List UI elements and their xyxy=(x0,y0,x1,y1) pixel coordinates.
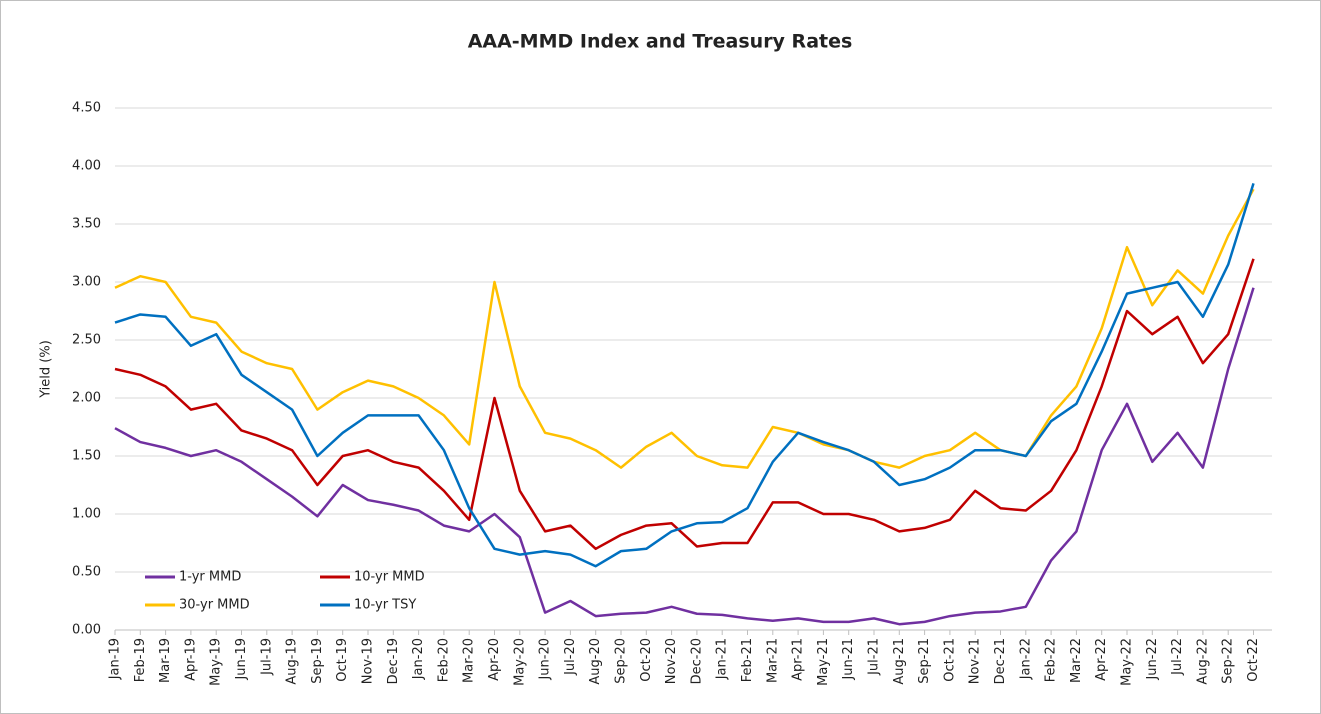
y-tick-label: 3.00 xyxy=(72,275,101,290)
x-tick-label: Jun-20 xyxy=(538,638,553,681)
y-tick-label: 0.50 xyxy=(72,565,101,580)
series-line xyxy=(114,258,1255,551)
y-tick-label: 2.50 xyxy=(72,333,101,348)
y-tick-label: 1.50 xyxy=(72,449,101,464)
x-tick-label: Feb-20 xyxy=(436,638,451,682)
x-tick-label: Nov-20 xyxy=(664,638,679,684)
legend-label: 10-yr TSY xyxy=(354,598,416,613)
x-tick-label: Oct-22 xyxy=(1246,638,1261,682)
x-tick-label: Aug-21 xyxy=(892,638,907,685)
x-tick-label: Jan-20 xyxy=(411,638,426,680)
x-tick-label: Jan-19 xyxy=(108,638,123,680)
legend-label: 30-yr MMD xyxy=(179,598,250,613)
x-tick-label: Nov-19 xyxy=(361,638,376,684)
x-tick-label: Mar-21 xyxy=(765,638,780,683)
x-tick-label: Sep-19 xyxy=(310,638,325,684)
x-tick-label: Oct-19 xyxy=(335,638,350,682)
x-tick-label: Sep-21 xyxy=(917,638,932,684)
x-tick-label: May-20 xyxy=(512,638,527,686)
x-tick-label: Dec-19 xyxy=(386,638,401,684)
chart-title: AAA-MMD Index and Treasury Rates xyxy=(468,31,853,53)
x-tick-label: Feb-22 xyxy=(1044,638,1059,682)
x-tick-label: Jan-22 xyxy=(1018,638,1033,680)
y-tick-label: 3.50 xyxy=(72,217,101,232)
x-tick-label: Sep-20 xyxy=(614,638,629,684)
x-tick-label: Nov-21 xyxy=(968,638,983,684)
y-tick-label: 0.00 xyxy=(72,623,101,638)
x-tick-label: Apr-22 xyxy=(1094,638,1109,681)
x-tick-label: Oct-20 xyxy=(639,638,654,682)
x-tick-label: Mar-22 xyxy=(1069,638,1084,683)
series-line xyxy=(114,183,1255,568)
x-tick-label: Apr-21 xyxy=(791,638,806,681)
x-tick-label: Jun-21 xyxy=(841,638,856,681)
series-line xyxy=(114,188,1255,469)
x-tick-label: Feb-19 xyxy=(133,638,148,682)
x-tick-label: May-19 xyxy=(209,638,224,686)
x-tick-label: May-22 xyxy=(1120,638,1135,686)
x-tick-label: Dec-20 xyxy=(689,638,704,684)
y-axis-label: Yield (%) xyxy=(39,340,54,399)
x-tick-label: Aug-22 xyxy=(1195,638,1210,685)
x-tick-label: Sep-22 xyxy=(1221,638,1236,684)
x-tick-label: Jul-20 xyxy=(563,638,578,676)
x-tick-label: Feb-21 xyxy=(740,638,755,682)
series-line xyxy=(114,287,1255,626)
x-tick-label: May-21 xyxy=(816,638,831,686)
legend-label: 1-yr MMD xyxy=(179,570,241,585)
x-tick-label: Jul-22 xyxy=(1170,638,1185,676)
x-tick-label: Jul-19 xyxy=(259,638,274,676)
y-tick-label: 2.00 xyxy=(72,391,101,406)
y-tick-label: 1.00 xyxy=(72,507,101,522)
x-tick-label: Apr-19 xyxy=(183,638,198,681)
y-tick-label: 4.00 xyxy=(72,159,101,174)
x-tick-label: Aug-19 xyxy=(285,638,300,685)
x-tick-label: Jun-19 xyxy=(234,638,249,681)
x-tick-label: Apr-20 xyxy=(487,638,502,681)
x-tick-label: Jul-21 xyxy=(867,638,882,676)
x-tick-label: Dec-21 xyxy=(993,638,1008,684)
y-tick-label: 4.50 xyxy=(72,101,101,116)
x-tick-label: Jun-22 xyxy=(1145,638,1160,681)
legend-label: 10-yr MMD xyxy=(354,570,425,585)
x-tick-label: Oct-21 xyxy=(942,638,957,682)
x-tick-label: Aug-20 xyxy=(588,638,603,685)
x-tick-label: Mar-19 xyxy=(158,638,173,683)
x-tick-label: Mar-20 xyxy=(462,638,477,683)
x-tick-label: Jan-21 xyxy=(715,638,730,680)
